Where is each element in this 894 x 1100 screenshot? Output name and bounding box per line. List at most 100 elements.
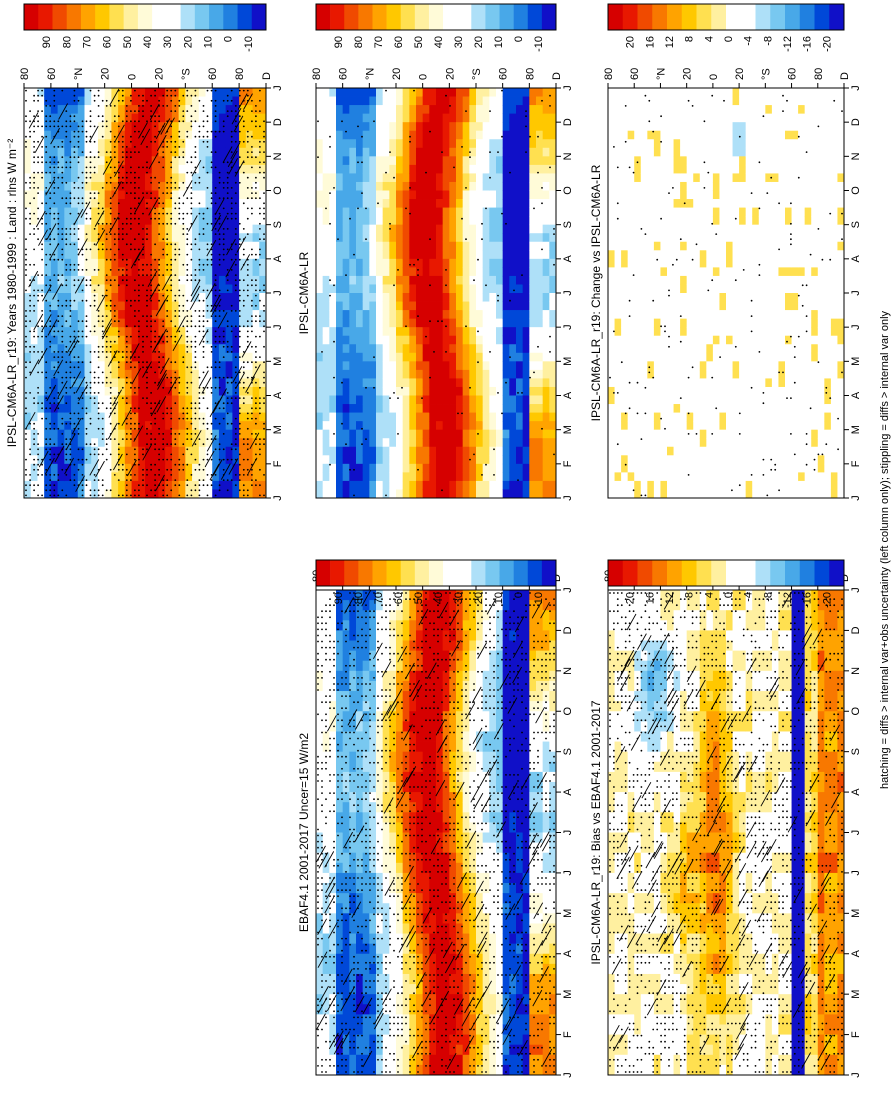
heatmap-cell: [138, 344, 146, 354]
heatmap-cell: [185, 284, 193, 294]
stipple-dot: [178, 279, 181, 282]
stipple-dot: [33, 468, 35, 471]
heatmap-cell: [342, 139, 350, 149]
stipple-dot: [202, 356, 205, 358]
colorbar-swatch: [237, 4, 253, 30]
stipple-dot: [194, 110, 197, 112]
stipple-dot: [49, 458, 52, 461]
stipple-dot: [134, 125, 136, 128]
heatmap-cell: [124, 438, 132, 448]
stipple-dot: [73, 392, 76, 394]
heatmap-cell: [382, 181, 390, 191]
heatmap-cell: [171, 164, 180, 174]
heatmap-cell: [342, 88, 350, 97]
heatmap-cell: [232, 207, 240, 217]
stipple-dot: [146, 361, 148, 364]
heatmap-cell: [24, 412, 32, 422]
stipple-dot: [158, 458, 161, 461]
stipple-dot: [206, 222, 209, 225]
heatmap-cell: [77, 258, 85, 268]
stipple-dot: [234, 325, 237, 328]
heatmap-cell: [212, 369, 220, 379]
stipple-dot: [226, 228, 229, 230]
stipple-dot: [202, 443, 205, 446]
heatmap-cell: [84, 489, 92, 499]
heatmap-cell: [382, 139, 390, 149]
stipple-dot: [242, 402, 245, 405]
heatmap-cell: [77, 463, 85, 473]
stipple-dot: [202, 351, 205, 353]
heatmap-cell: [50, 378, 59, 388]
stipple-dot: [154, 140, 157, 143]
heatmap-cell: [252, 139, 260, 149]
stipple-dot: [33, 94, 35, 97]
heatmap-cell: [316, 147, 324, 157]
heatmap-cell: [84, 446, 92, 456]
heatmap-cell: [178, 96, 186, 106]
stipple-dot: [222, 310, 225, 312]
heatmap-cell: [165, 446, 173, 456]
heatmap-cell: [50, 293, 59, 302]
stipple-dot: [89, 115, 92, 118]
heatmap-cell: [259, 463, 267, 473]
heatmap-cell: [64, 404, 72, 413]
stipple-dot: [125, 340, 128, 343]
heatmap-cell: [316, 352, 324, 362]
heatmap-cell: [37, 156, 45, 166]
heatmap-cell: [124, 404, 132, 413]
heatmap-cell: [178, 404, 186, 413]
heatmap-cell: [212, 386, 220, 396]
heatmap-cell: [349, 258, 357, 268]
stipple-dot: [246, 335, 249, 338]
heatmap-cell: [192, 173, 200, 183]
heatmap-cell: [225, 122, 233, 132]
stipple-dot: [41, 94, 43, 97]
heatmap-cell: [239, 421, 247, 431]
stipple-dot: [226, 479, 229, 481]
stipple-dot: [162, 494, 165, 497]
heatmap-cell: [316, 199, 324, 208]
stipple-dot: [29, 474, 31, 476]
stipple-dot: [154, 340, 157, 343]
colorbar-tick-label: 20: [182, 36, 194, 48]
heatmap-cell: [30, 369, 38, 379]
heatmap-cell: [145, 181, 153, 191]
hatch-line: [149, 283, 160, 300]
heatmap-cell: [165, 122, 173, 132]
heatmap-cell: [259, 275, 267, 285]
heatmap-cell: [336, 130, 344, 140]
stipple-dot: [251, 417, 253, 420]
stipple-dot: [81, 397, 84, 399]
stipple-dot: [89, 156, 92, 159]
stipple-dot: [166, 233, 169, 236]
stipple-dot: [198, 315, 201, 317]
stipple-dot: [202, 310, 205, 312]
stipple-dot: [81, 448, 84, 451]
heatmap-cell: [151, 421, 159, 431]
stipple-dot: [61, 433, 64, 435]
heatmap-cell: [111, 378, 119, 388]
heatmap-cell: [91, 429, 99, 439]
heatmap-cell: [396, 241, 404, 251]
stipple-dot: [81, 197, 84, 200]
stipple-dot: [49, 386, 52, 389]
heatmap-cell: [239, 293, 247, 302]
stipple-dot: [186, 438, 189, 440]
heatmap-cell: [422, 386, 430, 396]
heatmap-cell: [104, 105, 112, 115]
stipple-dot: [222, 376, 225, 379]
heatmap-cell: [322, 173, 330, 183]
heatmap-cell: [356, 429, 364, 439]
heatmap-cell: [118, 395, 126, 405]
stipple-dot: [61, 146, 64, 148]
heatmap-cell: [44, 335, 52, 345]
stipple-dot: [49, 489, 52, 492]
stipple-dot: [218, 243, 221, 246]
stipple-dot: [210, 130, 213, 133]
heatmap-cell: [322, 472, 330, 482]
stipple-dot: [81, 125, 84, 128]
heatmap-cell: [104, 412, 112, 422]
heatmap-cell: [192, 199, 200, 208]
stipple-dot: [109, 233, 112, 236]
stipple-dot: [234, 474, 237, 476]
